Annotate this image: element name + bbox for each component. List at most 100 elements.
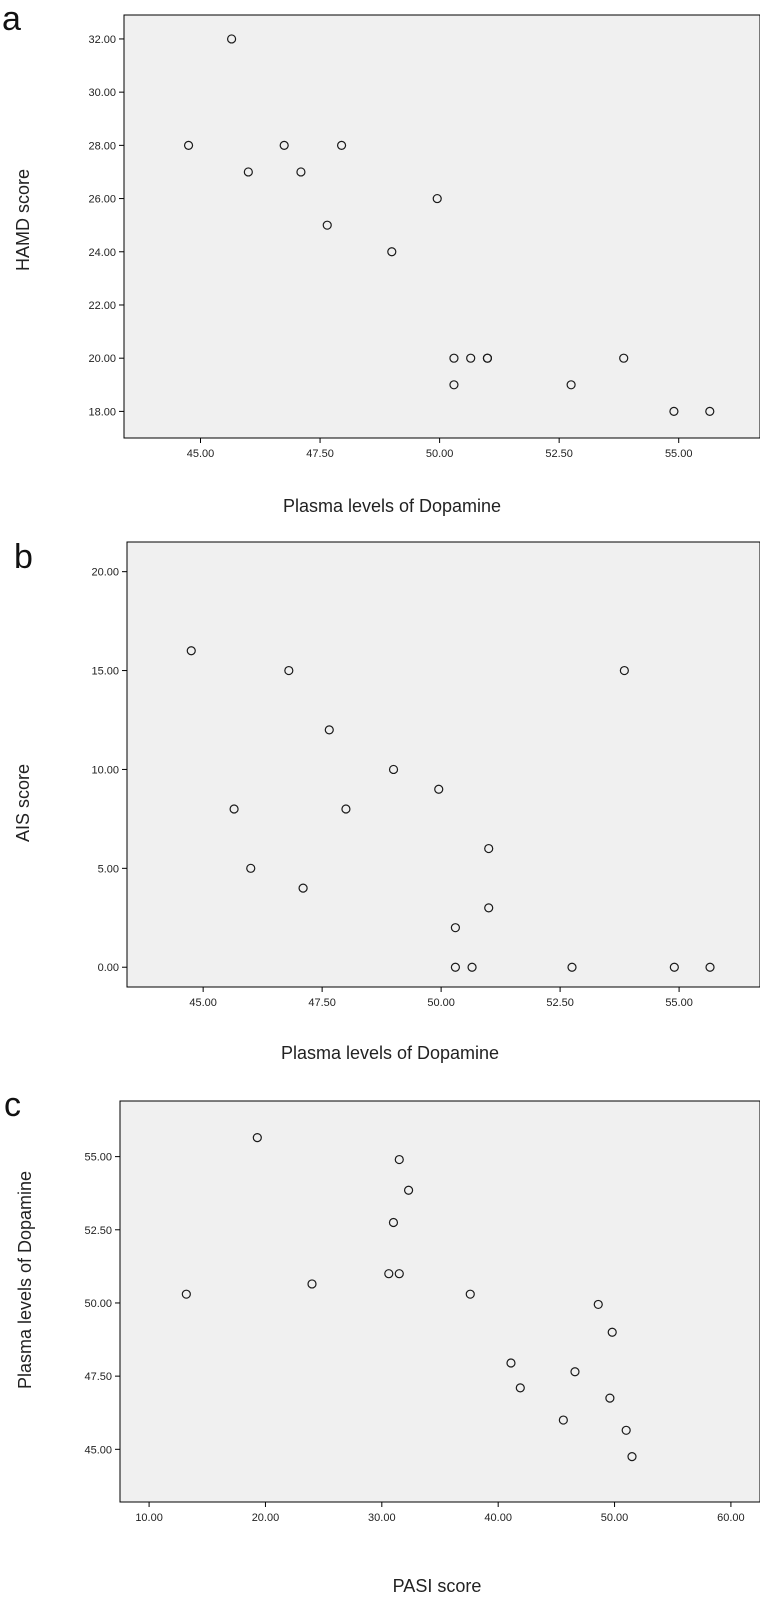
- y-tick-label-b: 0.00: [98, 962, 119, 974]
- x-tick-label-a: 45.00: [187, 448, 215, 460]
- panel-c: c 10.00 20.00 30.00 40.00 50.00 60.00 45.00 47…: [4, 1086, 760, 1596]
- y-axis-a: 18.00 20.00 22.00 24.00 26.00 28.00 30.00 32.00: [88, 34, 124, 418]
- x-tick-label-b: 47.50: [308, 997, 336, 1009]
- data-point-c: [394, 1269, 404, 1279]
- x-axis-title-a: Plasma levels of Dopamine: [283, 496, 501, 516]
- y-axis-b: 0.00 5.00 10.00 15.00 20.00: [91, 567, 127, 974]
- data-point-c: [593, 1299, 603, 1310]
- data-point-b: [450, 923, 460, 933]
- data-point-c: [394, 1154, 404, 1165]
- panel-b: b 45.00 47.50 50.00 52.50 55.00 0.00 5.00 10.0…: [13, 538, 760, 1063]
- x-tick-label-c: 40.00: [484, 1512, 512, 1524]
- data-point-b: [246, 863, 256, 873]
- data-point-b: [298, 883, 308, 893]
- x-axis-title-c: PASI score: [393, 1576, 482, 1596]
- y-tick-label-a: 22.00: [88, 300, 116, 312]
- x-tick-label-b: 50.00: [427, 997, 455, 1009]
- data-point-a: [705, 406, 715, 416]
- data-point-c: [558, 1415, 568, 1425]
- y-tick-label-a: 18.00: [88, 406, 116, 418]
- data-point-c: [605, 1393, 615, 1403]
- data-point-b: [388, 764, 399, 775]
- x-axis-a: 45.00 47.50 50.00 52.50 55.00: [187, 438, 692, 460]
- data-point-a: [619, 353, 629, 363]
- panel-a: a 45.00 47.50 50.00 52.50 55.00 18.00 20.00 22…: [2, 0, 760, 516]
- y-tick-label-c: 47.50: [84, 1371, 112, 1383]
- data-point-a: [183, 140, 194, 150]
- y-tick-label-a: 32.00: [88, 34, 116, 46]
- data-point-a: [449, 353, 459, 363]
- data-point-a: [226, 34, 237, 44]
- points-b: [186, 646, 715, 972]
- y-tick-label-b: 5.00: [98, 863, 119, 875]
- data-point-b: [229, 804, 239, 814]
- data-point-c: [627, 1452, 637, 1462]
- data-point-b: [450, 962, 460, 972]
- x-axis-c: 10.00 20.00 30.00 40.00 50.00 60.00: [135, 1502, 745, 1524]
- data-point-b: [567, 962, 577, 972]
- data-point-b: [484, 843, 494, 854]
- data-point-a: [466, 353, 476, 363]
- data-point-c: [621, 1425, 631, 1435]
- data-point-a: [669, 406, 679, 416]
- x-tick-label-b: 55.00: [665, 997, 693, 1009]
- points-a: [183, 34, 715, 416]
- data-point-a: [482, 353, 493, 363]
- data-point-c: [181, 1289, 191, 1299]
- y-tick-label-a: 30.00: [88, 87, 116, 99]
- x-tick-label-c: 60.00: [717, 1512, 745, 1524]
- plot-area-b: [126, 541, 760, 988]
- x-tick-label-c: 50.00: [601, 1512, 629, 1524]
- data-point-b: [434, 784, 444, 794]
- data-point-c: [506, 1358, 516, 1368]
- data-point-a: [279, 140, 289, 150]
- x-tick-label-c: 20.00: [252, 1512, 280, 1524]
- data-point-a: [566, 380, 576, 390]
- x-axis-b: 45.00 47.50 50.00 52.50 55.00: [189, 987, 693, 1009]
- y-tick-label-a: 24.00: [88, 247, 116, 259]
- x-tick-label-c: 30.00: [368, 1512, 396, 1524]
- y-tick-label-a: 20.00: [88, 353, 116, 365]
- data-point-b: [705, 962, 715, 972]
- y-tick-label-b: 15.00: [91, 666, 119, 678]
- y-tick-label-c: 50.00: [84, 1298, 112, 1310]
- data-point-a: [296, 167, 306, 177]
- data-point-b: [341, 804, 351, 814]
- y-tick-label-c: 45.00: [84, 1444, 112, 1456]
- panel-letter-c: c: [4, 1086, 21, 1124]
- y-tick-label-a: 26.00: [88, 194, 116, 206]
- y-tick-label-b: 20.00: [91, 567, 119, 579]
- data-point-c: [384, 1269, 394, 1279]
- data-point-c: [252, 1132, 262, 1143]
- data-point-b: [619, 665, 629, 676]
- data-point-c: [570, 1367, 580, 1377]
- data-point-b: [324, 725, 334, 735]
- data-point-b: [484, 903, 494, 913]
- data-point-b: [669, 962, 679, 972]
- y-tick-label-c: 52.50: [84, 1225, 112, 1237]
- x-tick-label-b: 45.00: [189, 997, 217, 1009]
- data-point-a: [449, 380, 459, 390]
- x-tick-label-b: 52.50: [546, 997, 574, 1009]
- x-axis-title-b: Plasma levels of Dopamine: [281, 1043, 499, 1063]
- y-axis-title-c: Plasma levels of Dopamine: [15, 1171, 35, 1389]
- data-point-a: [432, 193, 442, 204]
- panel-letter-b: b: [14, 538, 33, 576]
- data-point-b: [284, 665, 294, 676]
- y-axis-title-a: HAMD score: [13, 169, 33, 271]
- data-point-c: [388, 1217, 399, 1228]
- y-tick-label-a: 28.00: [88, 140, 116, 152]
- data-point-a: [387, 247, 397, 257]
- data-point-b: [186, 646, 196, 656]
- data-point-c: [307, 1279, 317, 1289]
- data-point-c: [515, 1383, 525, 1393]
- x-tick-label-a: 47.50: [306, 448, 334, 460]
- panel-letter-a: a: [2, 0, 21, 38]
- plot-area-c: [119, 1100, 760, 1503]
- data-point-b: [467, 962, 477, 972]
- data-point-c: [465, 1289, 475, 1299]
- x-tick-label-c: 10.00: [135, 1512, 163, 1524]
- x-tick-label-a: 52.50: [545, 448, 573, 460]
- data-point-a: [243, 167, 253, 177]
